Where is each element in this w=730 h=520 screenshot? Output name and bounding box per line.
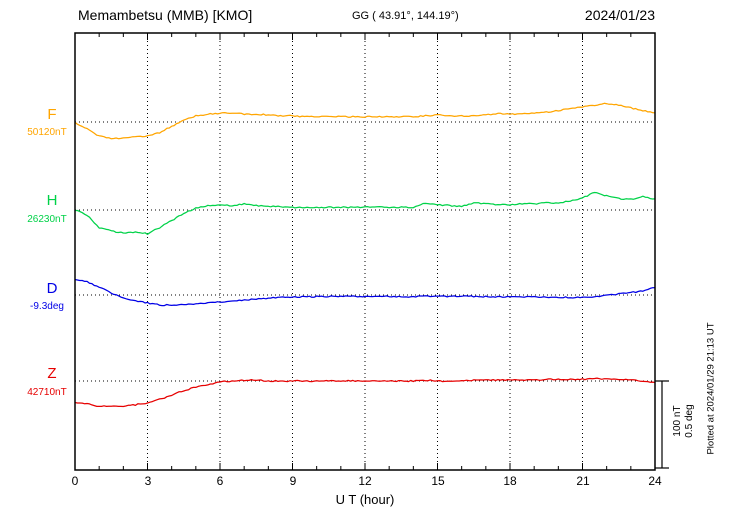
x-tick-label-0: 0 — [71, 474, 79, 488]
trace-H — [75, 191, 656, 235]
x-tick-label-6: 6 — [216, 474, 224, 488]
x-tick-label-12: 12 — [358, 474, 372, 488]
x-tick-label-21: 21 — [576, 474, 590, 488]
scale-bar-caption: 100 nT 0.5 deg — [672, 398, 696, 444]
trace-baseline-value-D: -9.3deg — [30, 301, 64, 312]
trace-label-F: F — [47, 106, 57, 123]
plotted-at-note: Plotted at 2024/01/29 21:13 UT — [705, 322, 717, 455]
trace-baseline-value-H: 26230nT — [27, 214, 67, 225]
x-axis-label: U T (hour) — [335, 492, 395, 507]
trace-F — [74, 102, 656, 140]
gg-coordinates: GG ( 43.91°, 144.19°) — [352, 10, 459, 22]
trace-baseline-value-Z: 42710nT — [27, 387, 67, 398]
x-tick-label-24: 24 — [648, 474, 662, 488]
trace-label-Z: Z — [47, 365, 57, 382]
trace-D — [74, 278, 656, 307]
plot-frame — [74, 32, 656, 471]
station-title: Memambetsu (MMB) [KMO] — [78, 7, 253, 23]
x-tick-label-3: 3 — [144, 474, 152, 488]
scale-bar-deg-label: 0.5 deg — [684, 404, 695, 438]
trace-label-H: H — [46, 192, 58, 209]
trace-baseline-value-F: 50120nT — [27, 127, 67, 138]
trace-label-D: D — [46, 280, 58, 297]
x-tick-label-15: 15 — [431, 474, 445, 488]
plot-date: 2024/01/23 — [584, 7, 655, 23]
x-tick-label-9: 9 — [289, 474, 297, 488]
trace-Z — [74, 377, 656, 408]
x-tick-label-18: 18 — [503, 474, 517, 488]
scale-bar-nt-label: 100 nT — [672, 405, 683, 437]
